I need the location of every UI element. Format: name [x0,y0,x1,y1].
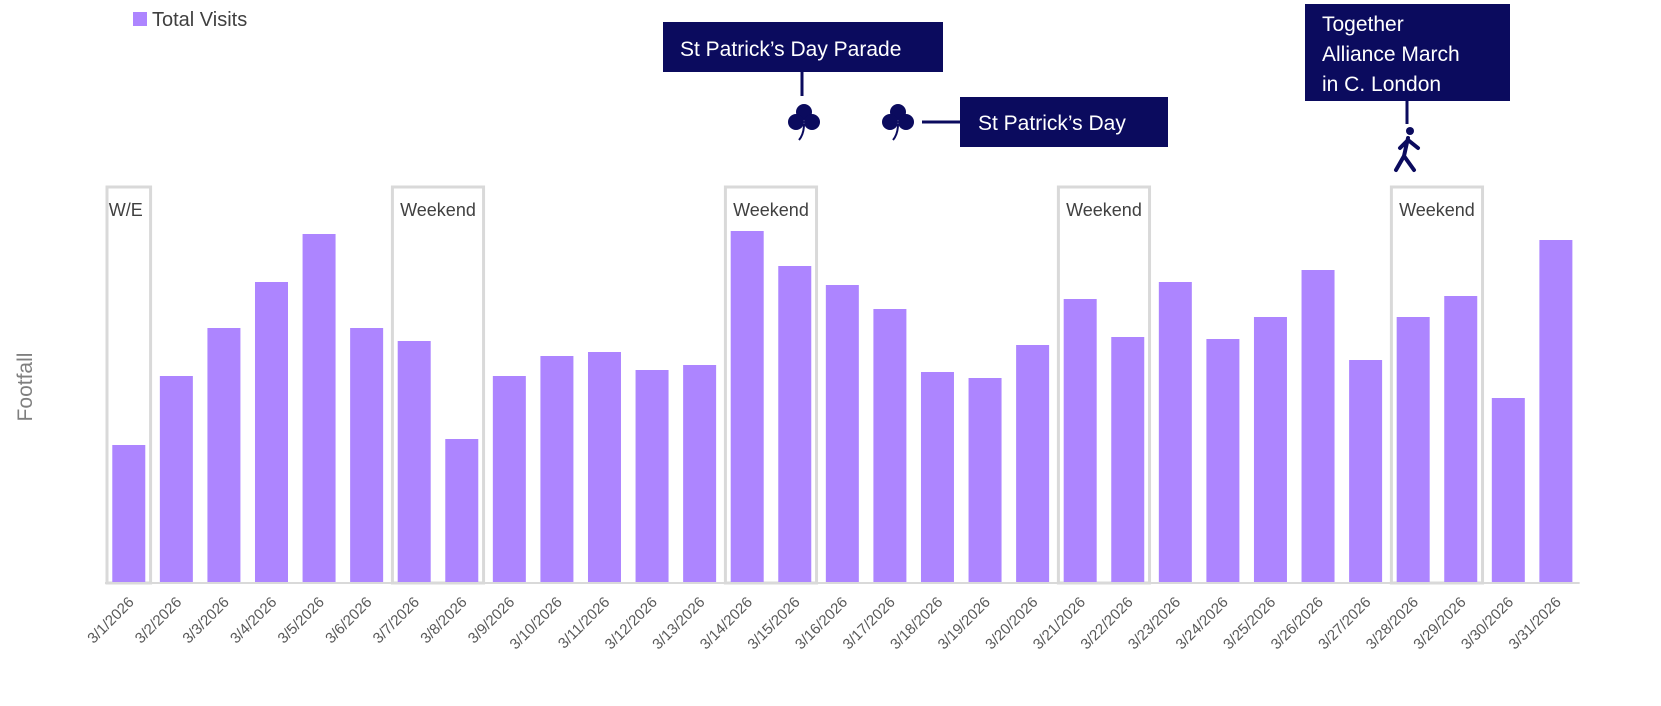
bar [1444,296,1478,583]
bar [112,445,146,583]
bar [1396,317,1430,583]
x-tick-label: 3/1/2026 [84,594,137,647]
bar [825,285,859,583]
y-axis-label: Footfall [14,353,37,422]
walker-icon [1394,127,1420,172]
weekend-label: Weekend [1066,200,1142,220]
bar [445,439,479,583]
x-tick-label: 3/10/2026 [507,594,566,653]
body [1394,136,1420,172]
x-tick-label: 3/7/2026 [370,594,423,647]
bar [778,266,812,583]
bar [1206,339,1240,583]
weekend-label: W/E [109,200,143,220]
bar [587,352,621,583]
shamrock-icon [882,104,914,141]
weekend-label: Weekend [400,200,476,220]
bar [207,328,241,583]
annotation-text: in C. London [1322,73,1441,96]
bar [302,234,336,583]
bar [159,376,193,583]
x-tick-label: 3/5/2026 [275,594,328,647]
leaf [898,114,914,130]
bar [1158,282,1192,583]
bar [1491,398,1525,583]
bar [873,309,907,583]
annotation-text: St Patrick’s Day [978,112,1126,135]
bar [968,378,1002,583]
bar [920,372,954,583]
bar [635,370,669,583]
x-tick-label: 3/31/2026 [1506,594,1565,653]
bar [1301,270,1335,583]
bar [397,341,431,583]
annotation-text: Together [1322,13,1404,36]
annotation-box [663,22,943,72]
bar [1063,299,1097,583]
shamrock-icon [788,104,820,141]
stem [798,123,805,141]
x-tick-label: 3/8/2026 [417,594,470,647]
annotation-box [960,97,1168,147]
leaf [788,114,804,130]
bar [350,328,384,583]
x-tick-label: 3/4/2026 [227,594,280,647]
bar [540,356,574,583]
bar [730,231,764,583]
bar [1016,345,1050,583]
x-tick-label: 3/6/2026 [322,594,375,647]
head [1406,127,1414,135]
annotation-text: St Patrick’s Day Parade [680,38,901,61]
x-tick-label: 3/2/2026 [132,594,185,647]
bar [1349,360,1383,583]
bar [1253,317,1287,583]
bar [492,376,526,583]
leaf [804,114,820,130]
stem [892,123,899,141]
bar [254,282,288,583]
weekend-label: Weekend [1399,200,1475,220]
legend-label: Total Visits [152,9,247,31]
bar [1539,240,1573,583]
bar [683,365,717,583]
weekend-label: Weekend [733,200,809,220]
bar [1111,337,1145,583]
x-tick-label: 3/3/2026 [179,594,232,647]
annotation-text: Alliance March [1322,43,1460,66]
annotation-box [1305,4,1510,101]
leaf [882,114,898,130]
legend-swatch [133,12,147,26]
